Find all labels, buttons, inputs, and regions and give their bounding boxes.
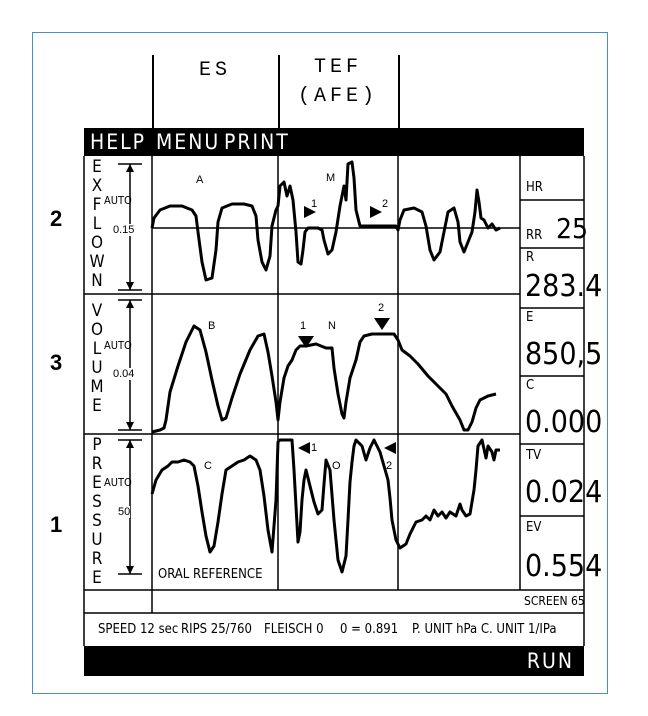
scale-label-flow: 0.15 [113, 224, 135, 236]
run-bar: RUN [84, 646, 584, 676]
r-label: R [526, 250, 535, 265]
marker-pressure-1: 1 [311, 442, 318, 454]
marker-volume-2: 2 [378, 302, 385, 314]
menu-menu-item[interactable]: MENU [156, 130, 221, 154]
marker-flow-2: 2 [382, 198, 389, 210]
row-number-flow: 2 [50, 206, 63, 231]
auto-label-flow[interactable]: AUTO [104, 194, 132, 207]
auto-label-volume[interactable]: AUTO [104, 339, 132, 352]
marker-flow-1: 1 [311, 198, 318, 210]
status-fleisch: FLEISCH 0 [264, 622, 324, 637]
status-units: P. UNIT hPa C. UNIT 1/IPa [412, 622, 557, 637]
header-divider-2 [278, 55, 280, 128]
help-menu-item[interactable]: HELP [90, 130, 147, 154]
channel-label-exflown: E X F L O W N [89, 157, 105, 291]
header-es: ES [198, 59, 231, 82]
screen-number: SCREEN 65 [524, 594, 585, 608]
header-afe: (AFE) [297, 85, 378, 108]
marker-n: N [328, 320, 336, 332]
status-theta: 0 = 0.891 [340, 622, 399, 637]
row-number-volume: 3 [50, 350, 63, 375]
e-label: E [526, 310, 534, 325]
oral-reference-label: ORAL REFERENCE [158, 567, 263, 582]
run-button[interactable]: RUN [526, 649, 574, 673]
ev-label: EV [526, 520, 542, 535]
e-value: 850,5 [525, 337, 603, 372]
tv-label: TV [526, 448, 542, 463]
status-speed: SPEED 12 sec [98, 622, 179, 637]
header-divider-3 [398, 55, 400, 128]
auto-label-pressure[interactable]: AUTO [104, 476, 132, 489]
rr-value: 25 [556, 212, 589, 245]
marker-o: O [332, 460, 341, 472]
row-number-pressure: 1 [50, 512, 63, 537]
channel-label-pressure: P R E S S U R E [91, 435, 103, 588]
rr-label: RR [526, 228, 543, 243]
channel-label-volume: V O L U M E [90, 301, 104, 416]
c-value: 0.000 [525, 405, 603, 440]
figure-frame [32, 32, 608, 694]
r-value: 283.4 [525, 269, 603, 304]
tv-value: 0.024 [525, 475, 603, 510]
status-rips: RIPS 25/760 [181, 622, 252, 637]
c-label: C [526, 378, 535, 393]
marker-pressure-2: 2 [386, 460, 393, 472]
scale-label-volume: 0.04 [113, 368, 135, 380]
ev-value: 0.554 [525, 549, 603, 584]
header-divider-1 [152, 55, 154, 128]
scale-label-pressure: 50 [118, 506, 131, 518]
hr-label: HR [526, 180, 543, 195]
print-menu-item[interactable]: PRINT [224, 130, 290, 154]
marker-b: B [208, 320, 216, 332]
header-tef: TEF [313, 56, 362, 79]
marker-a: A [196, 174, 204, 186]
marker-volume-1: 1 [300, 320, 307, 332]
marker-m: M [326, 172, 336, 184]
menu-bar: HELP MENU PRINT [84, 128, 584, 156]
marker-c: C [204, 460, 212, 472]
